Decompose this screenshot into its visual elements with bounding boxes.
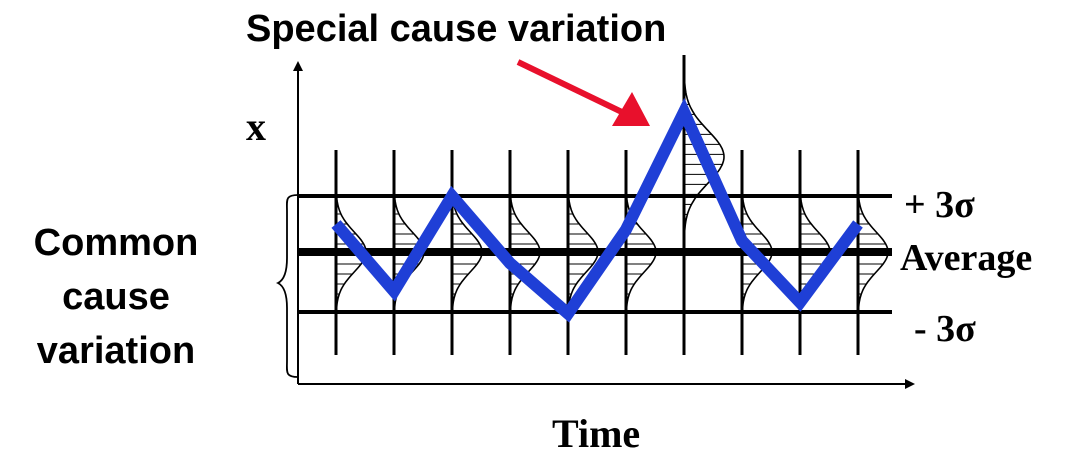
special-cause-label: Special cause variation — [246, 8, 667, 50]
common-cause-line-1: Common — [33, 222, 199, 264]
special-cause-arrow-head — [612, 92, 650, 126]
special-cause-arrow-shaft — [516, 59, 628, 117]
y-axis-label: x — [246, 104, 266, 149]
common-cause-label: Common cause variation — [0, 216, 232, 378]
average-label: Average — [900, 237, 1033, 279]
common-cause-line-2: cause — [62, 276, 170, 318]
distribution-curve — [683, 78, 725, 235]
upper-limit-label: + 3σ — [904, 184, 975, 226]
lower-limit-label: - 3σ — [914, 308, 976, 350]
data-series-line — [331, 97, 863, 323]
common-cause-line-3: variation — [36, 330, 196, 372]
x-axis-label: Time — [552, 411, 641, 456]
common-cause-brace — [275, 194, 299, 378]
